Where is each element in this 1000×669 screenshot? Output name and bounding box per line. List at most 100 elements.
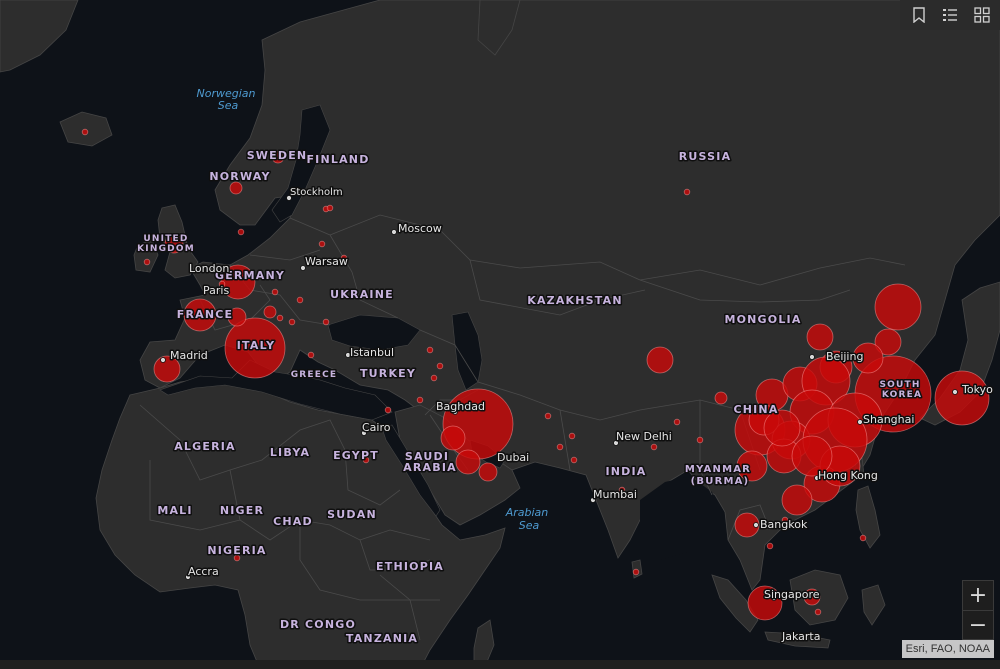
case-bubble-small[interactable] — [237, 228, 245, 236]
ireland-landmass — [133, 239, 159, 273]
philippines-landmass — [855, 485, 881, 549]
label-arabia: ARABIA — [403, 461, 457, 474]
case-bubble-small[interactable] — [143, 258, 151, 266]
case-bubble[interactable] — [455, 449, 481, 475]
case-bubble[interactable] — [852, 342, 884, 374]
case-bubble[interactable] — [714, 391, 728, 405]
case-bubble-small[interactable] — [193, 442, 201, 450]
case-bubble[interactable] — [646, 346, 674, 374]
case-bubble[interactable] — [736, 450, 768, 482]
label-kingdom: KINGDOM — [137, 244, 195, 254]
basemap-gallery-icon — [973, 7, 990, 23]
case-bubble[interactable] — [734, 512, 760, 538]
label-france: FRANCE — [177, 308, 234, 321]
case-bubble-small[interactable] — [570, 456, 578, 464]
case-bubble-small[interactable] — [288, 318, 296, 326]
case-bubble[interactable] — [803, 588, 821, 606]
case-bubble-small[interactable] — [340, 254, 348, 262]
case-bubble[interactable] — [791, 435, 833, 477]
case-bubble[interactable] — [478, 462, 498, 482]
case-bubble[interactable] — [874, 283, 922, 331]
label-algeria: ALGERIA — [174, 440, 236, 453]
case-bubble[interactable] — [183, 298, 217, 332]
case-bubble-small[interactable] — [362, 456, 370, 464]
case-bubble-small[interactable] — [781, 516, 789, 524]
label-accra: Accra — [188, 565, 219, 578]
label-arabian-sea-word: Sea — [519, 519, 540, 532]
black-sea — [327, 314, 421, 351]
case-bubble[interactable] — [153, 355, 181, 383]
label-germany: GERMANY — [215, 269, 285, 282]
case-bubble-small[interactable] — [233, 554, 241, 562]
label-stockholm: Stockholm — [290, 187, 343, 198]
case-bubble-small[interactable] — [296, 296, 304, 304]
label-finland: FINLAND — [306, 153, 369, 166]
case-bubble-small[interactable] — [436, 362, 444, 370]
label-south: SOUTH — [879, 380, 920, 390]
label-baghdad: Baghdad — [436, 400, 485, 413]
case-bubble-small[interactable] — [650, 443, 658, 451]
label-libya: LIBYA — [270, 446, 310, 459]
label-nigeria: NIGERIA — [207, 544, 266, 557]
case-bubble-small[interactable] — [426, 346, 434, 354]
case-bubble[interactable] — [763, 409, 801, 447]
label-mongolia: MONGOLIA — [724, 313, 801, 326]
case-bubble[interactable] — [224, 317, 286, 379]
case-bubble[interactable] — [934, 370, 990, 426]
legend-button[interactable] — [937, 2, 963, 28]
baltic-sea — [271, 104, 331, 223]
case-bubble-small[interactable] — [683, 188, 691, 196]
case-bubble-small[interactable] — [632, 568, 640, 576]
case-bubble-small[interactable] — [384, 406, 392, 414]
case-bubble-small[interactable] — [766, 542, 774, 550]
case-bubble-small[interactable] — [430, 374, 438, 382]
case-bubble-small[interactable] — [276, 314, 284, 322]
case-bubble-small[interactable] — [218, 280, 226, 288]
label-tokyo: Tokyo — [961, 383, 993, 396]
case-bubble-small[interactable] — [271, 288, 279, 296]
bottom-status-bar — [0, 660, 1000, 669]
basemap-gallery-button[interactable] — [969, 2, 995, 28]
label-ethiopia: ETHIOPIA — [376, 560, 444, 573]
case-bubble-small[interactable] — [81, 128, 89, 136]
case-bubble[interactable] — [229, 181, 243, 195]
case-bubble[interactable] — [164, 234, 184, 254]
case-bubble[interactable] — [440, 425, 466, 451]
case-bubble-small[interactable] — [673, 418, 681, 426]
case-bubble-small[interactable] — [316, 371, 324, 379]
case-bubble-small[interactable] — [544, 412, 552, 420]
label-sweden: SWEDEN — [247, 149, 308, 162]
case-bubble[interactable] — [781, 484, 813, 516]
case-bubble[interactable] — [227, 307, 247, 327]
case-bubble[interactable] — [747, 585, 783, 621]
case-bubble-small[interactable] — [326, 204, 334, 212]
label-madrid: Madrid — [170, 349, 208, 362]
case-bubble-small[interactable] — [322, 318, 330, 326]
case-bubble-small[interactable] — [814, 608, 822, 616]
label-moscow: Moscow — [398, 222, 442, 235]
label-jakarta: Jakarta — [781, 630, 820, 643]
case-bubble-small[interactable] — [556, 443, 564, 451]
case-bubble-small[interactable] — [318, 240, 326, 248]
zoom-out-button[interactable]: − — [963, 610, 993, 640]
label-chad: CHAD — [273, 515, 313, 528]
map-attribution: Esri, FAO, NOAA — [901, 640, 994, 658]
bookmark-button[interactable] — [906, 2, 932, 28]
case-bubble-small[interactable] — [568, 432, 576, 440]
case-bubbles[interactable] — [81, 128, 990, 621]
case-bubble-small[interactable] — [696, 436, 704, 444]
case-bubble[interactable] — [271, 150, 285, 164]
sumatra-landmass — [711, 574, 759, 633]
case-bubble[interactable] — [263, 305, 277, 319]
case-bubble[interactable] — [874, 328, 902, 356]
zoom-in-button[interactable]: + — [968, 582, 988, 608]
label-paris: Paris — [203, 284, 229, 297]
case-bubble-small[interactable] — [859, 534, 867, 542]
case-bubble-small[interactable] — [618, 486, 626, 494]
case-bubble[interactable] — [806, 323, 834, 351]
case-bubble-small[interactable] — [307, 351, 315, 359]
label-beijing: Beijing — [826, 350, 863, 363]
case-bubble-small[interactable] — [416, 396, 424, 404]
